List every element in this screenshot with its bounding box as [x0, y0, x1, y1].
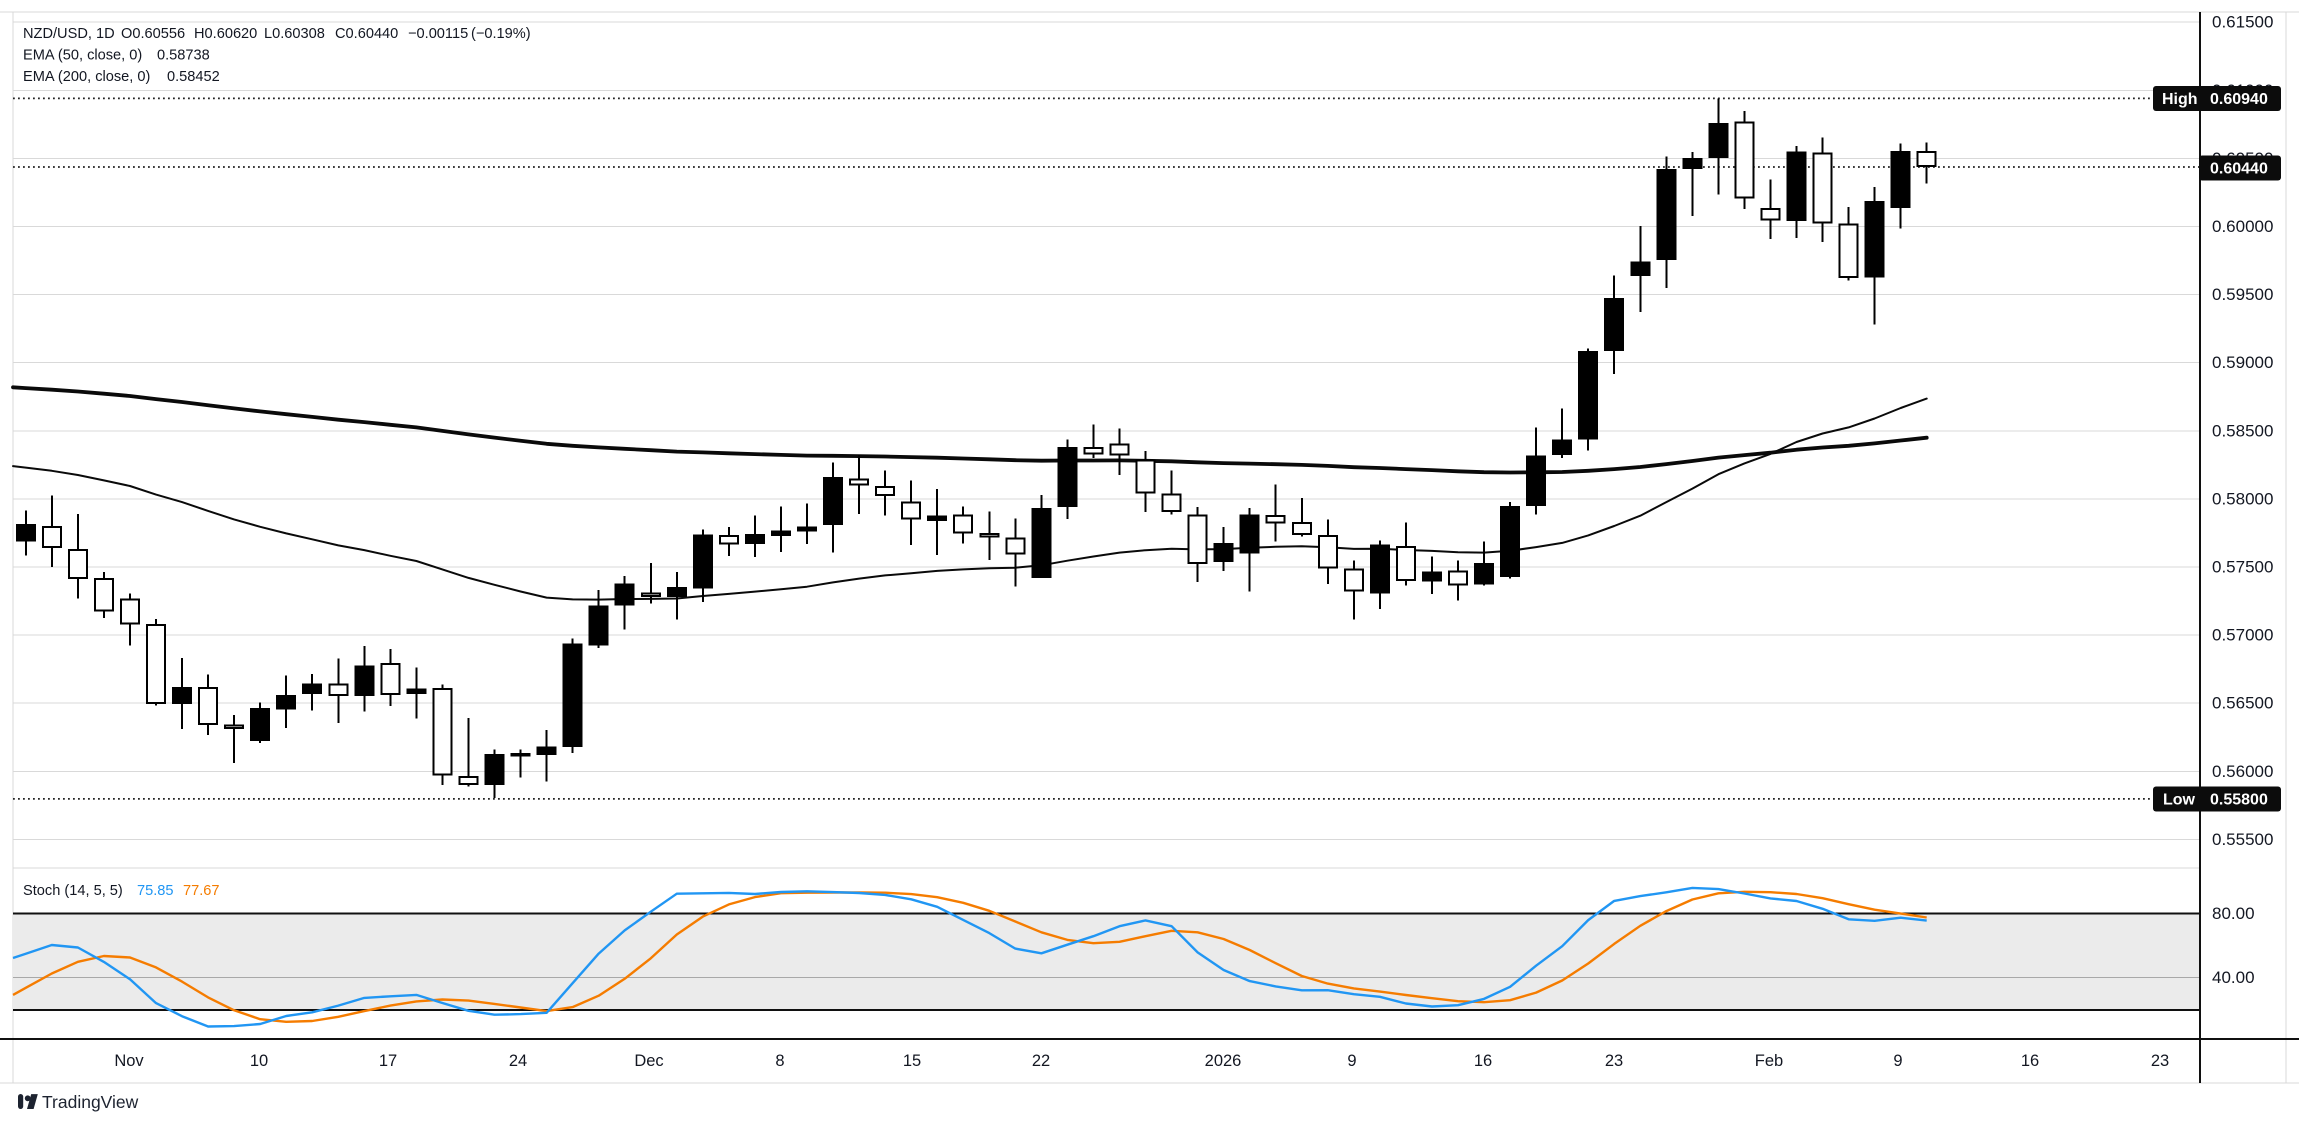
svg-text:23: 23	[1605, 1052, 1623, 1070]
svg-text:2026: 2026	[1205, 1052, 1242, 1070]
svg-text:0.58500: 0.58500	[2212, 421, 2273, 440]
svg-text:75.85: 75.85	[137, 883, 174, 899]
svg-text:Stoch (14, 5, 5): Stoch (14, 5, 5)	[23, 883, 123, 899]
svg-text:Low: Low	[2163, 792, 2196, 809]
svg-text:9: 9	[1347, 1052, 1356, 1070]
svg-text:−0.00115: −0.00115	[408, 26, 468, 42]
svg-text:C0.60440: C0.60440	[335, 26, 398, 42]
svg-text:9: 9	[1893, 1052, 1902, 1070]
svg-text:0.57000: 0.57000	[2212, 626, 2273, 645]
svg-text:22: 22	[1032, 1052, 1050, 1070]
svg-text:23: 23	[2151, 1052, 2169, 1070]
svg-text:0.56000: 0.56000	[2212, 762, 2273, 781]
svg-text:16: 16	[2021, 1052, 2039, 1070]
svg-text:40.00: 40.00	[2212, 968, 2255, 987]
svg-text:EMA (50, close, 0): EMA (50, close, 0)	[23, 48, 142, 64]
svg-text:O0.60556: O0.60556	[121, 26, 185, 42]
svg-text:Dec: Dec	[634, 1052, 663, 1070]
svg-text:L0.60308: L0.60308	[264, 26, 325, 42]
svg-text:0.60440: 0.60440	[2210, 161, 2268, 178]
svg-text:0.57500: 0.57500	[2212, 558, 2273, 577]
svg-text:80.00: 80.00	[2212, 904, 2255, 923]
svg-text:17: 17	[379, 1052, 397, 1070]
svg-text:Nov: Nov	[114, 1052, 144, 1070]
svg-text:H0.60620: H0.60620	[194, 26, 257, 42]
svg-text:16: 16	[1474, 1052, 1492, 1070]
svg-text:(−0.19%): (−0.19%)	[471, 26, 531, 42]
svg-text:0.55500: 0.55500	[2212, 830, 2273, 849]
svg-text:High: High	[2162, 91, 2198, 108]
svg-text:15: 15	[903, 1052, 921, 1070]
svg-text:0.56500: 0.56500	[2212, 694, 2273, 713]
svg-text:0.60940: 0.60940	[2210, 91, 2268, 108]
svg-text:EMA (200, close, 0): EMA (200, close, 0)	[23, 69, 150, 85]
svg-text:Feb: Feb	[1755, 1052, 1783, 1070]
svg-text:0.60000: 0.60000	[2212, 217, 2273, 236]
svg-text:0.61500: 0.61500	[2212, 13, 2273, 32]
svg-text:24: 24	[509, 1052, 527, 1070]
svg-text:0.55800: 0.55800	[2210, 792, 2268, 809]
svg-text:0.58738: 0.58738	[157, 48, 210, 64]
svg-text:77.67: 77.67	[183, 883, 220, 899]
svg-text:10: 10	[250, 1052, 268, 1070]
svg-text:0.59500: 0.59500	[2212, 285, 2273, 304]
svg-text:0.59000: 0.59000	[2212, 353, 2273, 372]
svg-text:0.58000: 0.58000	[2212, 489, 2273, 508]
svg-text:8: 8	[775, 1052, 784, 1070]
svg-text:0.58452: 0.58452	[167, 69, 220, 85]
svg-text:TradingView: TradingView	[42, 1092, 139, 1112]
svg-text:NZD/USD, 1D: NZD/USD, 1D	[23, 26, 115, 42]
